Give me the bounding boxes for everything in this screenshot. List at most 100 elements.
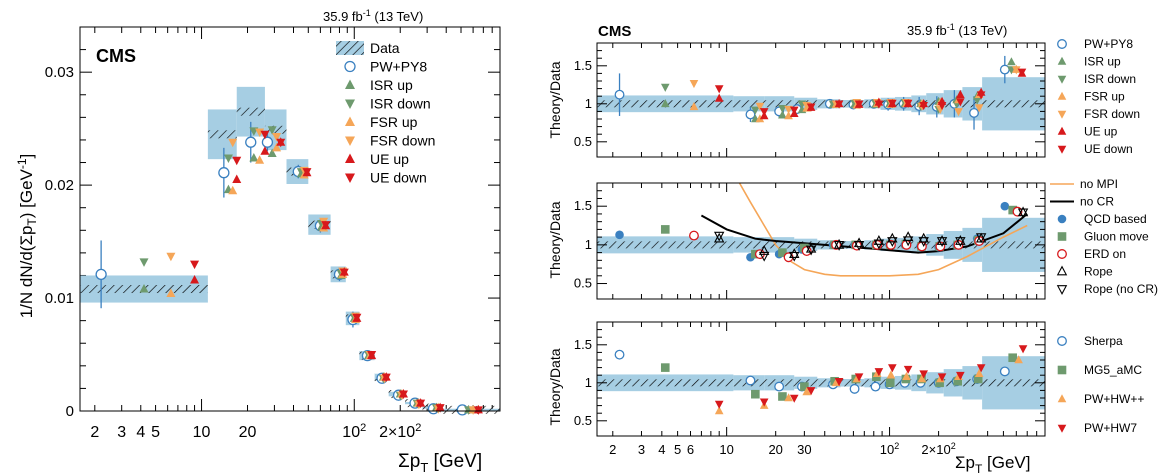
marker-ue-down bbox=[260, 130, 270, 140]
marker-rope-no-cr bbox=[758, 251, 770, 262]
legend-label-qcd-based: QCD based bbox=[1084, 212, 1147, 226]
legend-marker-fsr-down bbox=[1057, 110, 1067, 119]
marker-isr-up bbox=[1007, 57, 1016, 66]
y-tick-label: 0 bbox=[66, 403, 74, 420]
legend-label-rope-no-cr: Rope (no CR) bbox=[1084, 282, 1158, 296]
marker-fsr-down bbox=[255, 128, 265, 138]
x-tick-label-base: 2 bbox=[90, 424, 99, 441]
y-tick-label: 0.01 bbox=[45, 290, 74, 307]
marker-ue-down bbox=[367, 351, 377, 360]
marker-pw-hw bbox=[974, 368, 984, 377]
legend-marker-mg5-amc bbox=[1057, 365, 1067, 375]
ratio1-legend: PW+PY8 ISR up ISR down FSR up FSR down UE up U… bbox=[1057, 37, 1140, 156]
marker-rope bbox=[758, 245, 770, 255]
marker-pw-hw bbox=[1014, 355, 1023, 364]
marker-ue-down bbox=[919, 102, 928, 111]
ratio-x-tick-label: 5 bbox=[674, 442, 681, 457]
ratio-panel-mpi-cr: 0.5 1 1.5 bbox=[574, 182, 1046, 300]
ratio-panels: 35.9 fb-1 (13 TeV) CMS 0.5 1 1.5 0.5 1 1.5 0… bbox=[547, 22, 1158, 475]
marker-pw-hw bbox=[902, 371, 911, 381]
marker-pw-hw7 bbox=[937, 373, 947, 382]
marker-fsr-up bbox=[755, 114, 765, 123]
marker-ue-down bbox=[416, 399, 426, 409]
x-tick-label-base: 2×10 bbox=[379, 424, 415, 441]
ratio-x-tick-label: 3 bbox=[638, 442, 645, 457]
legend-swatch-data-hatch bbox=[336, 41, 364, 55]
marker-ue-up bbox=[956, 89, 965, 98]
marker-rope bbox=[789, 248, 800, 258]
marker-rope-no-cr bbox=[975, 233, 987, 244]
ratio-y-tick-label: 0.5 bbox=[574, 276, 592, 291]
marker-ue-down bbox=[352, 313, 362, 323]
marker-isr-down bbox=[751, 106, 760, 115]
x-tick-label: 5 bbox=[151, 424, 160, 441]
marker-pw-hw7 bbox=[976, 364, 986, 373]
legend-label-ue-up: UE up bbox=[1084, 125, 1118, 139]
marker-fsr-down bbox=[755, 102, 765, 111]
ratio-y-tick-label: 1.5 bbox=[574, 198, 592, 213]
marker-fsr-down bbox=[166, 252, 176, 262]
legend-label-fsr-down: FSR down bbox=[1084, 107, 1140, 121]
marker-qcd-based bbox=[615, 230, 624, 240]
legend-marker-rope bbox=[1056, 265, 1068, 276]
marker-ue-down bbox=[903, 99, 913, 108]
legend-marker-ue-up bbox=[1057, 126, 1067, 135]
x-tick-label-base: 5 bbox=[151, 424, 160, 441]
marker-ue-down bbox=[937, 102, 947, 111]
legend-label-pw-py8: PW+PY8 bbox=[1084, 37, 1133, 51]
ratio-x-tick-label-base: 20 bbox=[768, 442, 782, 457]
ratio-x-tick-label: 30 bbox=[797, 442, 811, 457]
marker-ue-up bbox=[260, 146, 270, 155]
ratio-x-tick-label-base: 2×10 bbox=[921, 442, 950, 457]
marker-ue-down bbox=[714, 85, 724, 94]
marker-isr-up bbox=[139, 284, 149, 293]
marker-isr-up bbox=[249, 153, 259, 162]
legend-label-pw-py8: PW+PY8 bbox=[370, 59, 427, 75]
x-tick-label-base: 4 bbox=[136, 424, 145, 441]
marker-rope-no-cr bbox=[918, 237, 929, 247]
legend-label-isr-up: ISR up bbox=[1084, 55, 1121, 69]
marker-qcd-based bbox=[1000, 201, 1010, 211]
marker-fsr-up bbox=[166, 288, 176, 298]
marker-rope bbox=[955, 235, 966, 245]
ratio-frame bbox=[596, 42, 1046, 158]
marker-mg5-amc bbox=[953, 376, 962, 386]
ratio-x-tick-label: 10 bbox=[719, 442, 733, 457]
x-tick-label-base: 10 bbox=[193, 424, 211, 441]
marker-ue-up bbox=[232, 174, 242, 183]
ratio-x-tick-label-base: 2 bbox=[609, 442, 616, 457]
x-tick-label: 2 bbox=[90, 424, 99, 441]
legend-label-mg5-amc: MG5_aMC bbox=[1084, 363, 1142, 377]
ratio3-y-axis-title: Theory/Data bbox=[547, 348, 563, 425]
marker-ue-down bbox=[435, 404, 445, 413]
legend-marker-qcd-based bbox=[1057, 214, 1067, 224]
legend-marker-pw-hw bbox=[1057, 394, 1067, 403]
legend-marker-fsr-up bbox=[1057, 91, 1067, 100]
legend-marker-pw-py8 bbox=[344, 60, 356, 73]
legend-marker-fsr-down bbox=[345, 136, 355, 146]
ratio-x-tick-label: 20 bbox=[768, 442, 782, 457]
marker-pw-hw7 bbox=[759, 398, 769, 407]
marker-sherpa bbox=[999, 366, 1010, 377]
legend-marker-gluon-move bbox=[1057, 232, 1067, 241]
marker-ue-down bbox=[789, 106, 799, 115]
marker-fsr-down bbox=[272, 133, 282, 142]
marker-ue-down bbox=[190, 260, 200, 270]
ratio-y-tick-label: 1.5 bbox=[574, 58, 592, 73]
ratio-x-tick-label: 2×102 bbox=[921, 441, 955, 457]
data-uncertainty-bands bbox=[80, 86, 500, 414]
marker-pw-py8 bbox=[969, 107, 979, 118]
legend-marker-erd-on bbox=[1057, 249, 1067, 259]
ratio-x-tick-label: 2 bbox=[609, 442, 616, 457]
marker-pw-py8 bbox=[745, 109, 756, 120]
marker-pw-hw7 bbox=[956, 371, 965, 380]
marker-pw-hw7 bbox=[714, 400, 724, 409]
marker-ue-up bbox=[714, 93, 724, 102]
marker-isr-down bbox=[139, 258, 149, 267]
x-tick-label: 2×102 bbox=[379, 422, 421, 441]
ratio-y-tick-label: 1.5 bbox=[574, 337, 592, 352]
ratio-x-tick-label-base: 10 bbox=[719, 442, 733, 457]
ratio2-y-axis-title: Theory/Data bbox=[547, 201, 563, 278]
marker-ue-up bbox=[190, 274, 200, 284]
distribution-legend: Data PW+PY8 ISR up ISR down FSR up FSR down UE… bbox=[336, 40, 435, 186]
